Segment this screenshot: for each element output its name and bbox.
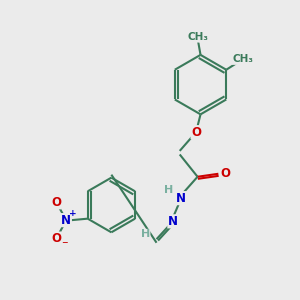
Text: N: N	[168, 215, 178, 228]
Text: +: +	[69, 209, 76, 218]
Text: CH₃: CH₃	[232, 54, 253, 64]
Text: H: H	[164, 185, 173, 195]
Text: O: O	[191, 126, 201, 139]
Text: N: N	[61, 214, 71, 226]
Text: ⁻: ⁻	[61, 238, 68, 252]
Text: N: N	[176, 192, 186, 205]
Text: H: H	[141, 230, 150, 239]
Text: O: O	[220, 167, 230, 180]
Text: O: O	[51, 196, 61, 209]
Text: CH₃: CH₃	[187, 32, 208, 42]
Text: O: O	[51, 232, 61, 245]
